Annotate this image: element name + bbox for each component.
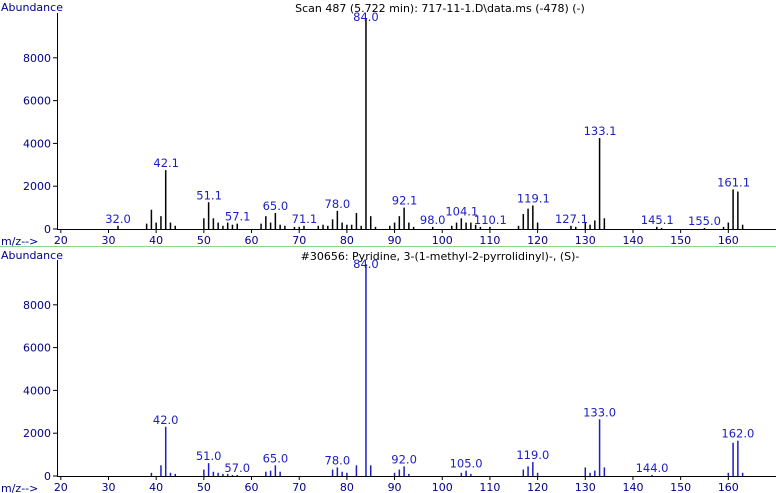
peak-label: 155.0	[688, 214, 721, 228]
peak-label: 119.0	[516, 448, 549, 462]
y-tick-label: 6000	[23, 342, 51, 355]
y-tick-label: 8000	[23, 52, 51, 65]
x-tick-label: 80	[340, 481, 354, 493]
x-tick-label: 140	[622, 481, 643, 493]
x-tick-label: 20	[54, 234, 68, 247]
peak-label: 161.1	[717, 175, 750, 189]
peak-label: 104.1	[445, 204, 478, 218]
peak-label: 51.0	[196, 449, 222, 463]
peak-label: 42.0	[153, 413, 179, 427]
peak-label: 71.1	[292, 212, 318, 226]
peak-label: 144.0	[636, 461, 669, 475]
peak-label: 105.0	[450, 457, 483, 471]
x-tick-label: 50	[197, 481, 211, 493]
peak-label: 84.0	[353, 10, 379, 24]
peak-label: 133.0	[583, 405, 616, 419]
peak-label: 78.0	[325, 453, 351, 467]
y-tick-label: 2000	[23, 180, 51, 193]
y-axis-label: Abundance	[1, 249, 63, 262]
x-tick-label: 70	[292, 481, 306, 493]
x-tick-label: 50	[197, 234, 211, 247]
x-tick-label: 120	[527, 234, 548, 247]
peak-label: 127.1	[555, 212, 588, 226]
x-axis-label: m/z-->	[1, 482, 38, 493]
x-tick-label: 120	[527, 481, 548, 493]
peak-label: 84.0	[353, 257, 379, 271]
title: #30656: Pyridine, 3-(1-methyl-2-pyrrolid…	[301, 250, 580, 263]
x-tick-label: 130	[575, 481, 596, 493]
x-tick-label: 110	[479, 481, 500, 493]
x-tick-label: 160	[718, 234, 739, 247]
x-tick-label: 160	[718, 481, 739, 493]
peak-label: 65.0	[263, 451, 289, 465]
y-tick-label: 8000	[23, 299, 51, 312]
x-tick-label: 100	[432, 234, 453, 247]
x-tick-label: 90	[388, 481, 402, 493]
peak-label: 42.1	[153, 156, 179, 170]
peak-label: 57.0	[224, 461, 250, 475]
x-tick-label: 60	[245, 481, 259, 493]
peak-label: 32.0	[105, 212, 131, 226]
title: Scan 487 (5.722 min): 717-11-1.D\data.ms…	[295, 2, 585, 15]
x-tick-label: 110	[479, 234, 500, 247]
y-axis-label: Abundance	[1, 1, 63, 14]
x-tick-label: 70	[292, 234, 306, 247]
x-tick-label: 20	[54, 481, 68, 493]
x-tick-label: 150	[670, 481, 691, 493]
peak-label: 65.0	[263, 199, 289, 213]
x-tick-label: 130	[575, 234, 596, 247]
x-tick-label: 100	[432, 481, 453, 493]
y-tick-label: 4000	[23, 384, 51, 397]
y-tick-label: 6000	[23, 95, 51, 108]
x-tick-label: 40	[149, 481, 163, 493]
peak-label: 162.0	[721, 427, 754, 441]
peak-label: 92.0	[391, 452, 417, 466]
y-tick-label: 0	[44, 470, 51, 483]
x-tick-label: 60	[245, 234, 259, 247]
peak-label: 92.1	[392, 194, 418, 208]
x-tick-label: 90	[388, 234, 402, 247]
peak-label: 133.1	[584, 124, 617, 138]
peak-label: 57.1	[225, 210, 251, 224]
x-tick-label: 40	[149, 234, 163, 247]
x-tick-label: 80	[340, 234, 354, 247]
x-axis-label: m/z-->	[1, 235, 38, 248]
peak-label: 145.1	[641, 213, 674, 227]
y-tick-label: 4000	[23, 137, 51, 150]
peak-label: 110.1	[474, 213, 507, 227]
x-tick-label: 150	[670, 234, 691, 247]
peak-label: 78.0	[325, 197, 351, 211]
x-tick-label: 30	[101, 481, 115, 493]
peak-label: 98.0	[420, 213, 446, 227]
peak-label: 51.1	[196, 188, 222, 202]
y-tick-label: 2000	[23, 427, 51, 440]
y-tick-label: 0	[44, 223, 51, 236]
x-tick-label: 30	[101, 234, 115, 247]
x-tick-label: 140	[622, 234, 643, 247]
peak-label: 119.1	[517, 191, 550, 205]
